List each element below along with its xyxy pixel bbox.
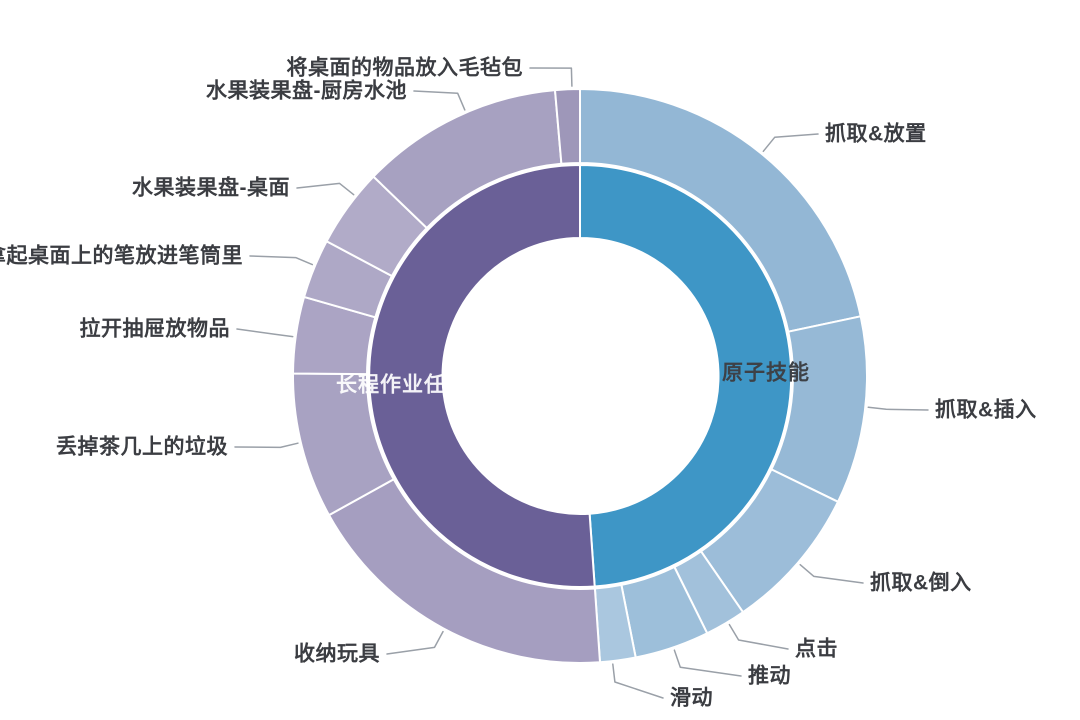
leader-line-fruit-plate-sink [413, 90, 466, 111]
label-slide: 滑动 [670, 686, 713, 710]
label-grasp-insert: 抓取&插入 [935, 398, 1037, 422]
leader-line-items-to-felt-bag [529, 67, 573, 87]
leader-line-grasp-pour [799, 563, 864, 584]
label-open-drawer: 拉开抽屉放物品 [79, 317, 230, 341]
leader-line-pack-toys [386, 630, 444, 655]
inner-segment-atomic-skills [579, 164, 793, 588]
leader-line-pen-to-holder [249, 255, 314, 266]
label-fruit-plate-table: 水果装果盘-桌面 [132, 176, 290, 200]
leader-line-push [673, 649, 742, 677]
label-atomic-skills: 原子技能 [722, 361, 810, 385]
leader-line-throw-trash [234, 442, 299, 449]
label-fruit-plate-sink: 水果装果盘-厨房水池 [206, 79, 407, 103]
label-click: 点击 [795, 637, 838, 661]
label-grasp-place: 抓取&放置 [825, 122, 927, 146]
leader-line-grasp-insert [867, 406, 929, 411]
label-long-horizon-tasks: 长程作业任务 [336, 373, 468, 397]
leader-line-open-drawer [236, 328, 294, 338]
label-items-to-felt-bag: 将桌面的物品放入毛毡包 [286, 56, 523, 80]
label-push: 推动 [748, 664, 791, 688]
label-throw-trash: 丢掉茶几上的垃圾 [56, 435, 228, 459]
label-pack-toys: 收纳玩具 [294, 642, 380, 666]
leader-line-click [728, 623, 789, 650]
leader-line-grasp-place [762, 133, 819, 153]
inner-segment-long-horizon-tasks [368, 164, 596, 588]
label-pen-to-holder: 拿起桌面上的笔放进笔筒里 [0, 244, 243, 268]
outer-segment-items-to-felt-bag [554, 88, 581, 165]
leader-line-slide [612, 663, 664, 699]
label-grasp-pour: 抓取&倒入 [870, 571, 972, 595]
leader-line-fruit-plate-table [296, 182, 355, 196]
